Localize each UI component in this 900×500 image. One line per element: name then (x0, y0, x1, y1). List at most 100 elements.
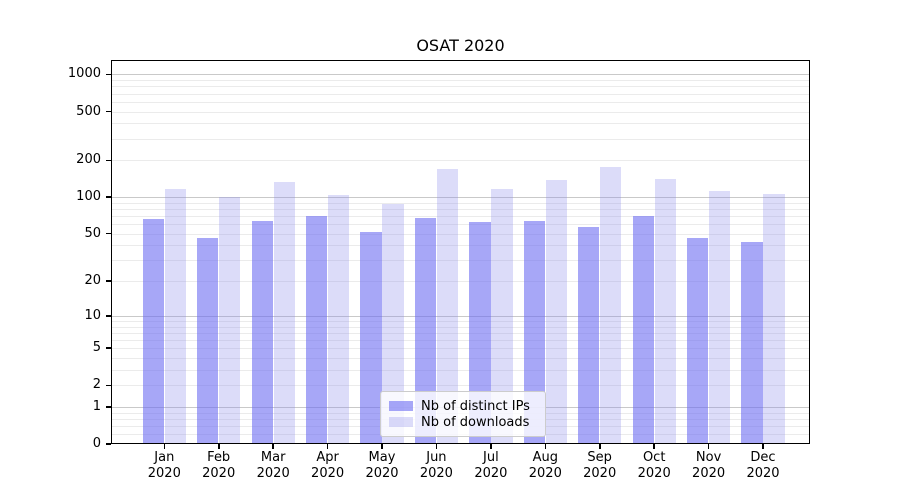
bar-nb-of-downloads-oct (654, 178, 676, 444)
x-tick-label: Jun 2020 (406, 450, 466, 481)
x-tick (218, 444, 220, 449)
gridline-minor (111, 233, 810, 235)
legend-swatch-nb-of-downloads (389, 417, 413, 427)
x-tick-label-line: 2020 (311, 465, 345, 481)
x-tick-label-line: Sep (587, 450, 612, 465)
bar-nb-of-distinct-ips-sep (578, 226, 600, 444)
legend-label: Nb of downloads (421, 414, 530, 430)
y-tick (105, 196, 111, 198)
bar-nb-of-downloads-jun (436, 169, 459, 444)
bar-nb-of-distinct-ips-feb (197, 238, 219, 444)
x-tick (544, 444, 547, 449)
x-tick (163, 444, 166, 449)
gridline-minor (111, 326, 810, 328)
x-tick (653, 444, 655, 449)
y-tick-label: 500 (76, 103, 101, 119)
x-tick-label-line: Dec (750, 450, 776, 465)
y-tick (105, 347, 111, 349)
plot-area (111, 60, 810, 444)
y-tick-label: 20 (84, 273, 101, 289)
y-tick-label: 0 (92, 436, 101, 451)
gridline-minor (111, 348, 810, 350)
x-tick (599, 444, 601, 449)
gridline-minor (111, 80, 810, 82)
y-tick-label: 100 (76, 189, 101, 205)
gridline-minor (111, 160, 810, 162)
bar-nb-of-distinct-ips-may (360, 231, 382, 444)
x-tick-label-line: 2020 (692, 465, 726, 481)
x-tick-label: Oct 2020 (624, 450, 684, 481)
x-tick-label-line: Jan (154, 450, 175, 465)
y-tick-label: 5 (92, 340, 101, 356)
bar-nb-of-distinct-ips-oct (632, 216, 654, 444)
gridline-minor (111, 216, 810, 217)
bar-nb-of-downloads-jan (164, 189, 186, 444)
x-tick-label: Jan 2020 (134, 450, 194, 481)
gridline-minor (111, 111, 810, 113)
y-tick-label: 10 (84, 307, 101, 323)
legend-label: Nb of distinct IPs (421, 398, 530, 414)
y-tick (105, 406, 111, 408)
gridline-major (111, 197, 810, 199)
gridline-minor (111, 101, 810, 103)
bar-nb-of-distinct-ips-aug (523, 220, 545, 444)
y-tick-label: 1000 (67, 66, 101, 82)
legend-swatch-nb-of-distinct-ips (389, 401, 413, 411)
x-tick-label-line: May (368, 450, 396, 465)
gridline-minor (111, 369, 810, 371)
x-tick-label: Mar 2020 (243, 450, 303, 481)
x-tick (762, 444, 764, 449)
x-tick (435, 444, 438, 449)
x-tick-label: May 2020 (352, 450, 412, 481)
x-tick-label-line: Nov (695, 450, 722, 465)
x-tick-label-line: 2020 (474, 465, 508, 481)
x-tick-label-line: 2020 (147, 465, 181, 481)
x-tick-label-line: 2020 (365, 465, 399, 481)
gridline-minor (111, 224, 810, 226)
gridline-minor (111, 86, 810, 88)
x-tick (381, 444, 383, 449)
bar-nb-of-distinct-ips-jan (142, 219, 164, 444)
gridline-minor (111, 123, 810, 125)
y-tick-label: 1 (92, 398, 101, 414)
x-tick (326, 444, 329, 449)
x-tick-label-line: 2020 (256, 465, 290, 481)
x-tick-label-line: 2020 (637, 465, 671, 481)
y-tick (105, 159, 111, 162)
x-tick-label-line: Aug (532, 450, 558, 465)
bar-nb-of-distinct-ips-dec (741, 241, 763, 444)
gridline-minor (111, 357, 810, 359)
x-tick (707, 444, 710, 449)
x-tick-label: Feb 2020 (189, 450, 249, 481)
gridline-major (111, 74, 810, 76)
gridline-minor (111, 93, 810, 95)
bar-nb-of-downloads-sep (600, 166, 622, 444)
x-tick-label-line: 2020 (202, 465, 236, 481)
legend: Nb of distinct IPs Nb of downloads (380, 391, 546, 437)
x-tick-label: Aug 2020 (515, 450, 575, 481)
legend-row: Nb of downloads (389, 414, 537, 430)
y-tick (105, 73, 111, 76)
x-tick-label: Nov 2020 (679, 450, 739, 481)
gridline-major (111, 315, 810, 317)
gridline-minor (111, 339, 810, 341)
x-tick-label-line: 2020 (746, 465, 780, 481)
chart-title: OSAT 2020 (416, 36, 505, 55)
gridline-minor (111, 385, 810, 387)
x-tick-label: Sep 2020 (570, 450, 630, 481)
y-tick-label: 2 (92, 377, 101, 393)
gridline-minor (111, 332, 810, 334)
y-tick (105, 443, 111, 445)
gridline-minor (111, 208, 810, 210)
gridline-minor (111, 320, 810, 322)
x-tick-label-line: 2020 (419, 465, 453, 481)
bar-nb-of-distinct-ips-jun (414, 218, 437, 444)
gridline-minor (111, 260, 810, 262)
y-tick (105, 315, 111, 317)
y-tick-label: 50 (84, 225, 101, 241)
bar-nb-of-distinct-ips-jul (469, 222, 491, 444)
x-tick-label-line: Jul (483, 450, 499, 465)
bar-nb-of-downloads-may (382, 203, 404, 444)
bar-nb-of-downloads-aug (545, 180, 567, 444)
bar-nb-of-downloads-feb (219, 196, 241, 444)
